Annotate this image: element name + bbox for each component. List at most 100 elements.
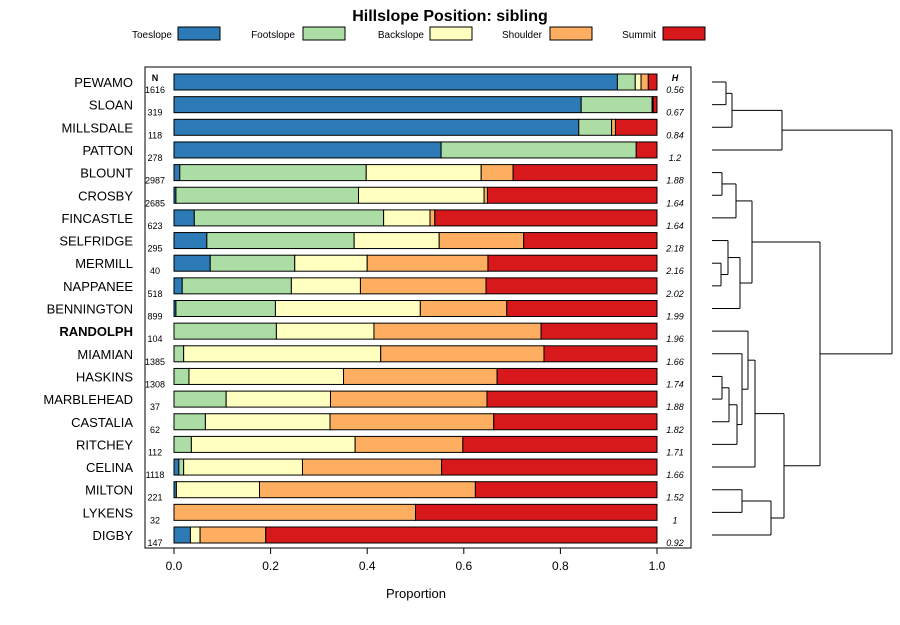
bar-segment-summit xyxy=(614,118,658,136)
bar-segment-shoulder xyxy=(258,481,476,499)
bar-segment-toeslope xyxy=(173,141,442,159)
category-label: CROSBY xyxy=(78,188,133,203)
n-value: 1385 xyxy=(145,357,165,367)
row-bennington: BENNINGTON 899 1.99 xyxy=(47,300,684,322)
h-value: 1.71 xyxy=(666,447,684,457)
n-value: 1616 xyxy=(145,85,165,95)
h-value: 1.88 xyxy=(666,402,684,412)
bar-rows: PEWAMO 1616 0.56 SLOAN 319 0.67 MILLSDALE 118 0.… xyxy=(43,73,685,548)
x-axis-label: Proportion xyxy=(386,586,446,601)
bar-segment-footslope xyxy=(179,164,367,182)
row-lykens: LYKENS 32 1 xyxy=(83,503,678,525)
row-millsdale: MILLSDALE 118 0.84 xyxy=(61,118,684,140)
h-value: 1.66 xyxy=(666,357,684,367)
bar-segment-shoulder xyxy=(419,300,508,317)
bar-segment-shoulder xyxy=(373,322,542,340)
h-value: 1.64 xyxy=(666,221,684,231)
n-column-header: N xyxy=(152,73,159,83)
n-value: 278 xyxy=(147,153,162,163)
bar-segment-backslope xyxy=(358,186,485,204)
bar-segment-footslope xyxy=(616,73,636,91)
bar-segment-footslope xyxy=(175,300,276,317)
n-value: 1308 xyxy=(145,379,165,389)
chart-title: Hillslope Position: sibling xyxy=(352,8,548,25)
bar-segment-shoulder xyxy=(366,254,489,272)
bar-segment-summit xyxy=(543,345,658,363)
row-milton: MILTON 221 1.52 xyxy=(85,481,684,503)
bar-segment-summit xyxy=(486,186,658,204)
row-blount: BLOUNT 2987 1.88 xyxy=(80,164,684,186)
row-crosby: CROSBY 2685 1.64 xyxy=(78,186,684,208)
h-value: 1.82 xyxy=(666,425,684,435)
h-value: 2.18 xyxy=(665,244,684,254)
category-label: NAPPANEE xyxy=(63,279,133,294)
h-value: 1.66 xyxy=(666,470,684,480)
bar-segment-summit xyxy=(487,254,658,272)
bar-segment-shoulder xyxy=(640,73,649,91)
bar-segment-footslope xyxy=(173,413,206,431)
bar-segment-footslope xyxy=(181,277,292,295)
bar-segment-shoulder xyxy=(343,367,498,385)
x-tick-label: 0.4 xyxy=(359,559,376,573)
n-value: 112 xyxy=(148,447,162,457)
bar-segment-backslope xyxy=(290,277,361,295)
n-value: 62 xyxy=(150,425,160,435)
h-value: 0.92 xyxy=(666,538,684,548)
category-label: SLOAN xyxy=(89,98,133,113)
bar-segment-summit xyxy=(540,322,658,340)
bar-segment-shoulder xyxy=(173,503,416,521)
bar-segment-backslope xyxy=(183,345,382,363)
category-label: MERMILL xyxy=(75,256,133,271)
row-pewamo: PEWAMO 1616 0.56 xyxy=(74,73,684,95)
category-label: RITCHEY xyxy=(76,437,133,452)
bar-segment-backslope xyxy=(275,322,375,340)
x-tick-label: 0.2 xyxy=(262,559,279,573)
n-value: 295 xyxy=(147,244,162,254)
legend-swatch-summit xyxy=(662,26,706,41)
row-nappanee: NAPPANEE 518 2.02 xyxy=(63,277,684,299)
row-randolph: RANDOLPH 104 1.96 xyxy=(59,322,684,344)
category-label: CELINA xyxy=(86,460,133,475)
bar-segment-summit xyxy=(506,300,658,317)
bar-segment-backslope xyxy=(353,232,440,250)
h-value: 1.96 xyxy=(666,334,684,344)
n-value: 32 xyxy=(150,515,160,525)
bar-segment-footslope xyxy=(175,186,360,204)
bar-segment-toeslope xyxy=(173,96,582,114)
bar-segment-toeslope xyxy=(173,118,580,136)
x-tick-label: 0.8 xyxy=(552,559,569,573)
h-value: 0.67 xyxy=(666,108,685,118)
n-value: 319 xyxy=(147,108,162,118)
x-tick-label: 0.0 xyxy=(166,559,183,573)
bar-segment-shoulder xyxy=(429,209,436,227)
bar-segment-toeslope xyxy=(173,232,208,250)
category-label: FINCASTLE xyxy=(61,211,133,226)
bar-segment-backslope xyxy=(365,164,482,182)
row-celina: CELINA 1118 1.66 xyxy=(86,458,684,480)
category-label: HASKINS xyxy=(76,369,133,384)
bar-segment-toeslope xyxy=(173,277,183,295)
category-label: LYKENS xyxy=(83,505,134,520)
bar-segment-backslope xyxy=(175,481,260,499)
row-sloan: SLOAN 319 0.67 xyxy=(89,96,685,118)
dendrogram xyxy=(712,81,893,536)
legend-label-footslope: Footslope xyxy=(251,30,295,41)
bar-segment-backslope xyxy=(294,254,368,272)
legend-swatch-toeslope xyxy=(177,26,221,41)
bar-segment-shoulder xyxy=(301,458,443,476)
n-value: 899 xyxy=(147,312,162,322)
h-value: 1.88 xyxy=(666,176,684,186)
row-digby: DIGBY 147 0.92 xyxy=(93,526,684,548)
bar-segment-footslope xyxy=(173,390,227,408)
bar-segment-shoulder xyxy=(611,118,616,136)
bar-segment-summit xyxy=(474,481,658,499)
bar-segment-summit xyxy=(485,277,658,295)
row-miamian: MIAMIAN 1385 1.66 xyxy=(77,345,684,367)
h-value: 1.2 xyxy=(669,153,682,163)
bar-segment-backslope xyxy=(634,73,642,91)
row-castalia: CASTALIA 62 1.82 xyxy=(71,413,684,435)
bar-segment-summit xyxy=(493,413,658,431)
n-value: 221 xyxy=(147,493,162,503)
legend: Toeslope Footslope Backslope Shoulder Summit xyxy=(132,26,706,41)
bar-segment-shoulder xyxy=(359,277,487,295)
